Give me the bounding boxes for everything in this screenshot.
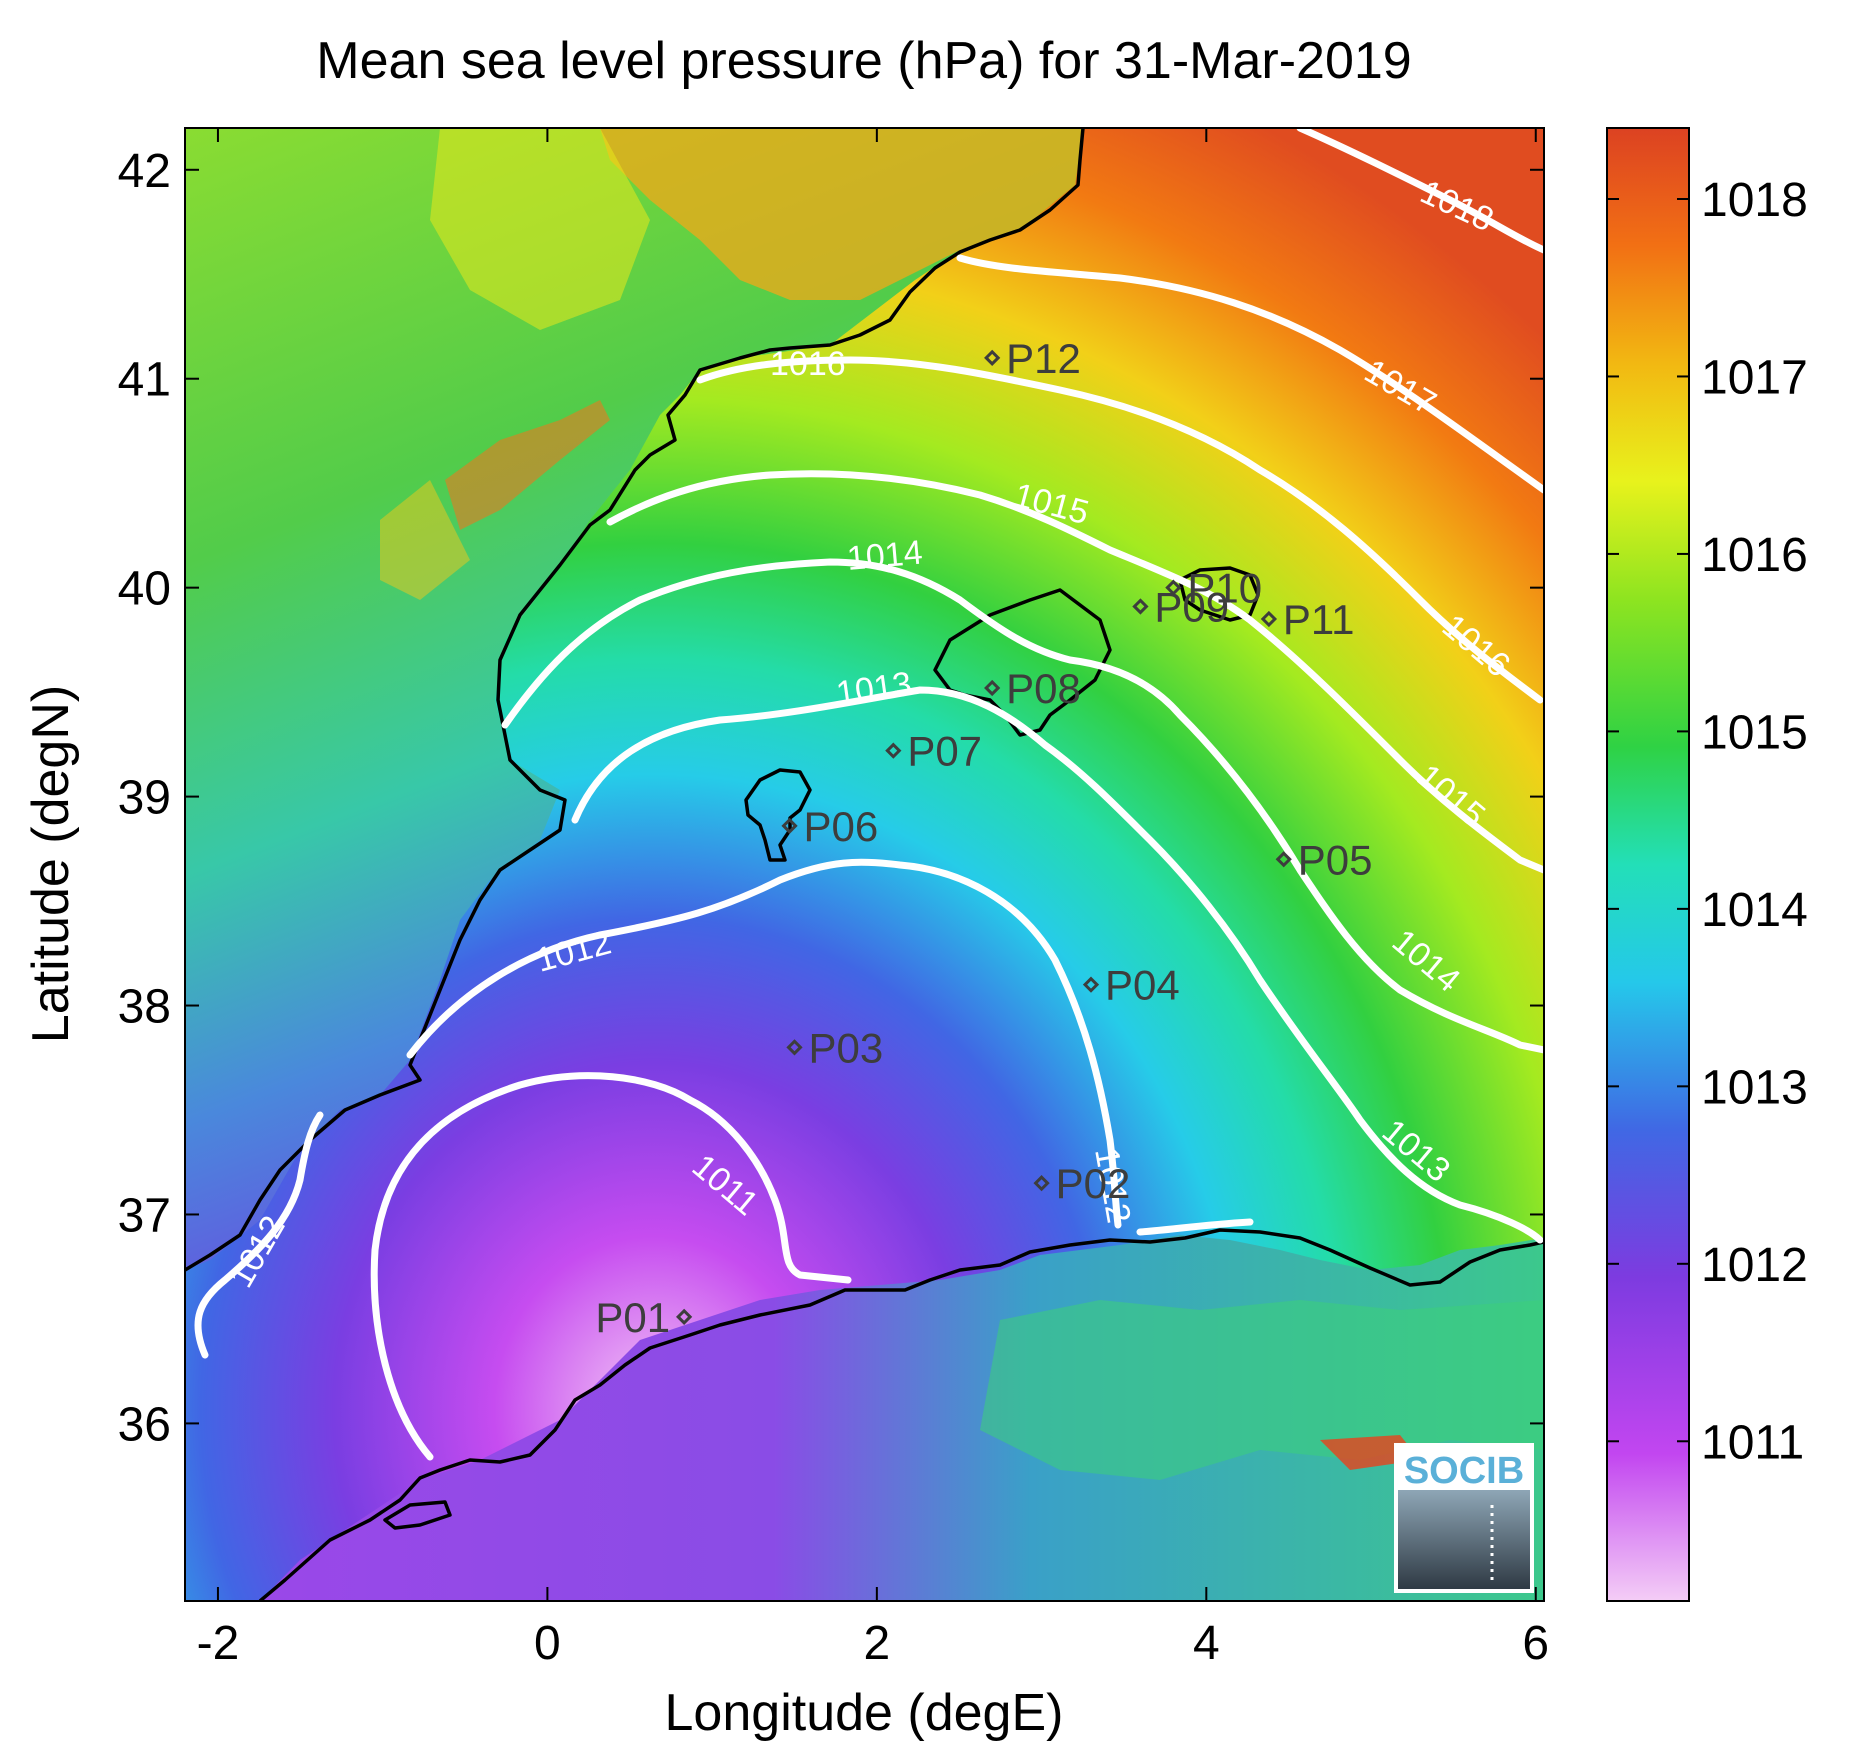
axes-frame bbox=[184, 127, 1545, 1602]
africa-coastline bbox=[258, 1228, 1544, 1601]
interior-high bbox=[430, 128, 650, 330]
contour-1018 bbox=[1296, 128, 1544, 254]
colorbar-tick-label: 1017 bbox=[1701, 351, 1808, 404]
station-p04: P04 bbox=[1082, 962, 1180, 1009]
contour-label: 1014 bbox=[845, 534, 924, 578]
alboran-island bbox=[383, 1500, 452, 1530]
station-marker bbox=[984, 679, 1001, 697]
y-tick-label: 40 bbox=[118, 563, 171, 616]
x-tick-label: 6 bbox=[1522, 1617, 1549, 1670]
station-label: P03 bbox=[808, 1024, 883, 1071]
africa-high bbox=[980, 1300, 1544, 1480]
station-marker bbox=[1260, 610, 1278, 628]
colorbar-tick-label: 1011 bbox=[1701, 1416, 1804, 1469]
contour-1013 bbox=[571, 686, 1544, 1244]
station-label: P09 bbox=[1154, 583, 1229, 630]
x-tick-label: 0 bbox=[534, 1617, 561, 1670]
x-axis-label: Longitude (degE) bbox=[665, 1684, 1064, 1742]
station-marker bbox=[1082, 976, 1100, 993]
map-title: Mean sea level pressure (hPa) for 31-Mar… bbox=[316, 32, 1411, 90]
contour-label: 1016 bbox=[770, 345, 846, 383]
y-tick-label: 38 bbox=[118, 981, 171, 1034]
y-tick-label: 36 bbox=[118, 1398, 171, 1451]
station-p10: P10 bbox=[1165, 565, 1262, 612]
colorbar-tick-label: 1015 bbox=[1701, 706, 1808, 759]
pyrenees-high bbox=[600, 128, 1083, 300]
station-label: P07 bbox=[907, 728, 982, 775]
colorbar: 1011 1012 1013 1014 1015 1016 1017 1018 bbox=[1606, 127, 1808, 1602]
station-label: P01 bbox=[595, 1294, 670, 1341]
station-label: P08 bbox=[1006, 665, 1081, 712]
contour-lines bbox=[194, 128, 1544, 1461]
mallorca-island bbox=[933, 588, 1112, 737]
station-label: P02 bbox=[1056, 1160, 1131, 1207]
socib-logo: SOCIB bbox=[1394, 1443, 1534, 1593]
station-p09: P09 bbox=[1132, 583, 1229, 630]
y-tick-label: 39 bbox=[118, 772, 171, 825]
contour-1016 bbox=[696, 356, 1544, 704]
menorca-island bbox=[1178, 566, 1260, 622]
contour-1012-main bbox=[406, 858, 1122, 1229]
colorbar-tick-label: 1016 bbox=[1701, 529, 1808, 582]
station-label: P04 bbox=[1105, 962, 1180, 1009]
station-marker bbox=[984, 349, 1001, 366]
station-marker bbox=[786, 1039, 803, 1056]
contour-1012-west bbox=[194, 1111, 324, 1359]
station-marker bbox=[1275, 851, 1292, 868]
station-p07: P07 bbox=[885, 728, 982, 775]
central-ridge-2 bbox=[380, 480, 470, 600]
station-label: P12 bbox=[1006, 335, 1081, 382]
y-tick-label: 41 bbox=[118, 354, 171, 407]
station-label: P05 bbox=[1298, 836, 1373, 883]
station-marker bbox=[885, 742, 902, 759]
station-p02: P02 bbox=[1033, 1160, 1131, 1207]
colorbar-tick-label: 1013 bbox=[1701, 1061, 1808, 1114]
x-tick-label: 2 bbox=[864, 1617, 891, 1670]
colorbar-tick-label: 1012 bbox=[1701, 1239, 1808, 1292]
station-p05: P05 bbox=[1275, 836, 1373, 883]
y-axis-label: Latitude (degN) bbox=[22, 685, 80, 1043]
x-tick-label: 4 bbox=[1193, 1617, 1220, 1670]
station-p01: P01 bbox=[595, 1294, 693, 1341]
socib-logo-text: SOCIB bbox=[1404, 1450, 1524, 1492]
station-label: P06 bbox=[804, 803, 879, 850]
station-marker bbox=[1033, 1175, 1050, 1192]
central-ridge bbox=[445, 400, 610, 530]
station-p11: P11 bbox=[1260, 596, 1355, 643]
colorbar-tick-label: 1014 bbox=[1701, 884, 1808, 937]
colorbar-tick-label: 1018 bbox=[1701, 174, 1808, 227]
colorbar-scale bbox=[1606, 127, 1690, 1602]
map-area: 1011 1012 1012 1012 1013 1013 1014 1014 … bbox=[185, 128, 1544, 1601]
station-p08: P08 bbox=[984, 665, 1081, 712]
station-marker bbox=[1132, 598, 1149, 615]
y-axis-ticks: 36 37 38 39 40 41 42 bbox=[118, 145, 1544, 1451]
contour-1012-east bbox=[1136, 1218, 1254, 1236]
station-p03: P03 bbox=[786, 1024, 883, 1071]
contour-1017 bbox=[956, 254, 1544, 494]
station-label: P11 bbox=[1283, 596, 1355, 643]
iberia-coastline bbox=[185, 128, 1085, 1272]
station-marker bbox=[1165, 579, 1182, 596]
station-p12: P12 bbox=[984, 335, 1081, 382]
iberia-land bbox=[185, 128, 1083, 1270]
station-p06: P06 bbox=[781, 803, 879, 850]
colorbar-ticks: 1011 1012 1013 1014 1015 1016 1017 1018 bbox=[1607, 174, 1808, 1469]
station-marker bbox=[781, 817, 798, 834]
contour-1014 bbox=[501, 558, 1544, 1054]
y-tick-label: 42 bbox=[118, 145, 171, 198]
x-tick-label: -2 bbox=[197, 1617, 240, 1670]
y-tick-label: 37 bbox=[118, 1189, 171, 1242]
x-axis-ticks: -2 0 2 4 6 bbox=[197, 128, 1549, 1670]
station-label: P10 bbox=[1187, 565, 1262, 612]
contour-1015 bbox=[606, 470, 1544, 874]
contour-1011 bbox=[370, 1072, 852, 1461]
station-marker bbox=[676, 1308, 693, 1325]
